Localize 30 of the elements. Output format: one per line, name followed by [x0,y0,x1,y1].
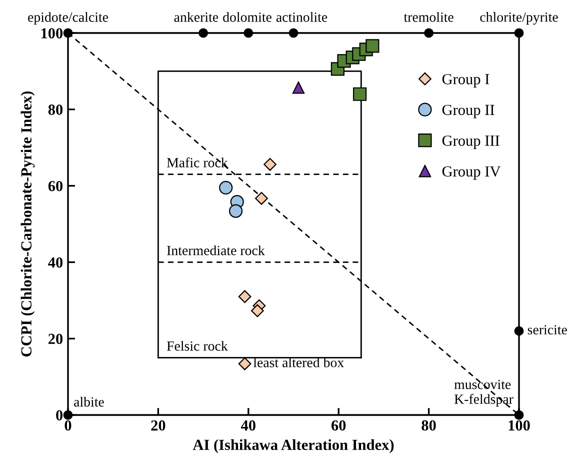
y-axis-title: CCPI (Chlorite-Carbonate-Pyrite Index) [20,91,35,356]
y-tick-label: 40 [48,257,63,268]
annotation: epidote/calcite [28,12,108,25]
legend-label: Group I [442,74,490,88]
annotation: tremolite [404,12,454,22]
legend-label: Group IV [442,166,501,180]
x-tick-label: 0 [64,420,72,431]
x-tick-label: 40 [240,420,256,431]
annotation: ankerite [174,12,218,22]
y-tick-label: 20 [48,334,63,344]
y-tick-label: 100 [41,28,63,38]
annotation: sericite [528,325,567,334]
x-tick-label: 20 [151,420,166,431]
x-tick-label: 100 [508,420,530,431]
y-tick-label: 0 [56,410,63,420]
annotation: least altered box [253,358,344,368]
y-tick-label: 80 [48,104,63,115]
annotation: dolomite [223,12,272,22]
x-tick-label: 60 [331,420,346,431]
annotation: chlorite/pyrite [480,12,558,25]
annotation: albite [74,396,104,407]
annotation: muscovite K-feldspar [454,380,514,407]
x-tick-label: 80 [422,420,436,431]
legend-label: Group III [442,136,500,149]
y-tick-label: 60 [48,180,63,192]
annotation: actinolite [276,12,328,22]
legend-label: Group II [442,104,494,118]
annotation: Intermediate rock [167,245,265,256]
x-axis-title: AI (Ishikawa Alteration Index) [192,439,394,454]
annotation: Felsic rock [166,340,228,351]
